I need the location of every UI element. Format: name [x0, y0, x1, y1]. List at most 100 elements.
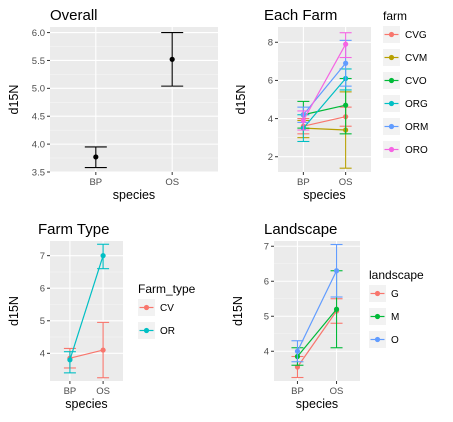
legend: landscape G M O	[369, 268, 424, 348]
y-axis: 3.5 4.0 4.5 5.0 5.5 6.0	[32, 28, 50, 178]
series-line	[303, 127, 346, 131]
legend-label: CVG	[405, 30, 427, 41]
legend: Farm_type CV OR	[138, 282, 196, 339]
legend-label: M	[391, 312, 399, 323]
legend-key-point	[388, 146, 395, 153]
y-tick-label: 5	[40, 316, 45, 327]
legend-key-point	[374, 290, 381, 297]
y-tick-label: 4	[40, 349, 45, 360]
legend-item: CVO	[383, 72, 427, 89]
legend-item: O	[369, 331, 399, 348]
legend-item: OR	[138, 322, 175, 339]
legend-title: landscape	[369, 268, 424, 282]
y-tick-label: 7	[40, 251, 45, 262]
legend-item: G	[369, 285, 399, 302]
legend-label: OR	[160, 326, 175, 337]
legend-item: ORM	[383, 118, 428, 135]
y-tick-label: 4	[268, 114, 273, 125]
y-tick-label: 7	[264, 242, 269, 253]
data-point	[300, 117, 306, 124]
y-axis: 4 5 6 7	[40, 251, 50, 360]
chart-title: Overall	[50, 7, 98, 24]
x-axis-title: species	[113, 188, 155, 202]
legend-label: O	[391, 335, 399, 346]
data-point	[343, 60, 349, 66]
y-axis: 2 4 6 8	[268, 38, 278, 163]
series-oro	[297, 32, 352, 131]
legend-item: ORO	[383, 141, 428, 158]
legend-item: CV	[138, 299, 174, 316]
legend-key-point	[388, 100, 395, 107]
chart-title: Each Farm	[264, 7, 337, 24]
x-tick-label: BP	[64, 386, 77, 397]
x-tick-label: BP	[291, 386, 304, 397]
series-line	[296, 310, 338, 368]
x-axis: BP OS	[64, 381, 110, 397]
y-tick-label: 5.0	[32, 84, 45, 95]
legend-item: CVM	[383, 49, 427, 66]
x-tick-label: BP	[297, 177, 310, 188]
series-line	[296, 308, 338, 357]
series-line	[296, 270, 338, 352]
legend-item: ORG	[383, 95, 428, 112]
panel-background	[50, 27, 218, 172]
y-axis-title: d15N	[234, 85, 248, 115]
data-point	[67, 357, 73, 363]
series-line	[69, 255, 104, 361]
x-tick-label: OS	[96, 386, 110, 397]
x-axis-title: species	[303, 188, 345, 202]
y-tick-label: 2	[268, 152, 273, 163]
y-tick-label: 8	[268, 38, 273, 49]
y-tick-label: 6.0	[32, 28, 45, 39]
y-axis-title: d15N	[231, 296, 245, 326]
series-0	[84, 32, 184, 169]
data-point	[333, 306, 340, 312]
series-line	[302, 78, 347, 129]
legend-key-point	[388, 54, 395, 61]
y-axis: 4 5 6 7	[264, 242, 274, 358]
series-line	[302, 43, 347, 121]
legend-key-point	[143, 304, 150, 311]
data-point	[93, 154, 99, 160]
y-tick-label: 5.5	[32, 56, 45, 67]
x-axis: BP OS	[297, 172, 353, 188]
legend-key-point	[143, 327, 150, 334]
series-line	[303, 104, 346, 116]
legend: farm CVG CVM CVO ORG ORM ORO	[383, 9, 428, 158]
data-point	[100, 347, 106, 353]
series-o	[291, 243, 343, 363]
legend-label: ORO	[405, 145, 428, 156]
y-tick-label: 6	[268, 76, 273, 87]
x-tick-label: OS	[165, 177, 179, 188]
chart-title: Landscape	[264, 221, 337, 238]
x-axis-title: species	[296, 397, 338, 411]
legend-label: ORM	[405, 122, 428, 133]
series-line	[69, 349, 104, 359]
x-tick-label: OS	[339, 177, 353, 188]
x-axis-title: species	[65, 397, 107, 411]
legend-label: CV	[160, 303, 174, 314]
legend-title: farm	[383, 9, 407, 23]
data-point	[294, 348, 301, 354]
y-tick-label: 6	[264, 277, 269, 288]
series-line	[302, 62, 347, 116]
series-line	[303, 116, 346, 127]
legend-key-point	[388, 123, 395, 130]
legend-key-point	[388, 31, 395, 38]
x-axis: BP OS	[89, 172, 179, 188]
y-tick-label: 5	[264, 312, 269, 323]
y-tick-label: 4	[264, 347, 269, 358]
data-point	[169, 56, 175, 62]
legend-label: CVM	[405, 53, 427, 64]
data-point	[343, 41, 349, 47]
legend-label: CVO	[405, 76, 427, 87]
legend-key-point	[388, 77, 395, 84]
gridlines	[50, 27, 218, 173]
y-tick-label: 4.5	[32, 112, 45, 123]
chart-title: Farm Type	[38, 221, 109, 238]
legend-title: Farm_type	[138, 282, 196, 296]
